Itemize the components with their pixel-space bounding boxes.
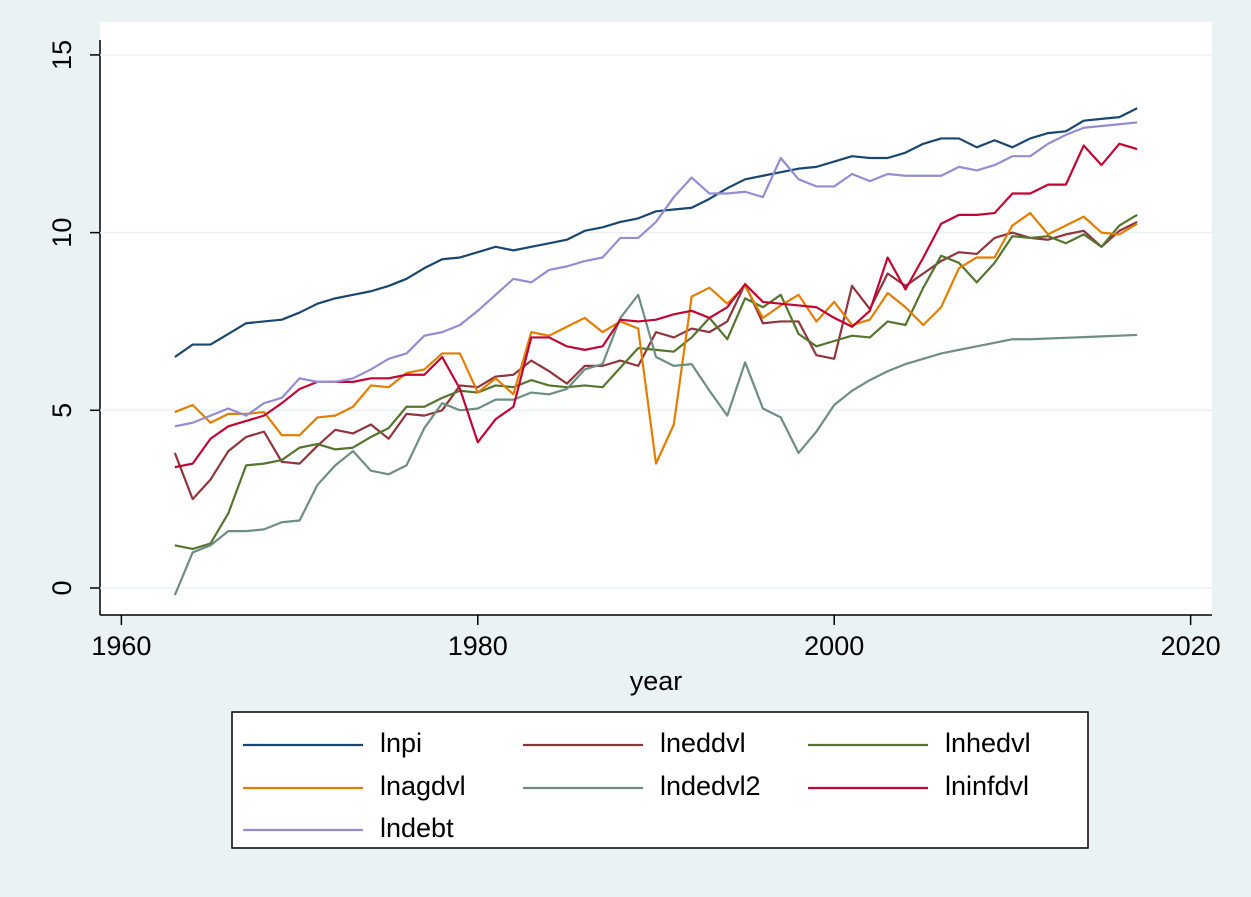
y-tick-label: 5 (47, 403, 77, 418)
x-axis-label: year (630, 666, 683, 696)
legend-label: lndedvl2 (660, 771, 761, 801)
legend-label: lnagdvl (380, 771, 466, 801)
y-tick-label: 0 (47, 580, 77, 595)
x-tick-label: 2000 (804, 631, 864, 661)
series-line (173, 220, 1138, 501)
series-line (174, 211, 1138, 465)
x-tick-label: 1960 (91, 631, 151, 661)
series-line (174, 121, 1138, 428)
legend-label: lneddvl (660, 728, 746, 758)
legend-label: lninfdvl (945, 771, 1029, 801)
series-line (173, 293, 1138, 596)
legend-label: lnpi (380, 728, 422, 758)
y-tick-label: 10 (47, 218, 77, 248)
series-line (174, 213, 1138, 550)
y-tick-label: 15 (47, 40, 77, 70)
x-tick-label: 2020 (1161, 631, 1221, 661)
series-line (174, 107, 1138, 358)
legend-label: lnhedvl (945, 728, 1031, 758)
plot-area (100, 22, 1212, 615)
x-tick-label: 1980 (448, 631, 508, 661)
legend (231, 711, 1089, 849)
legend-label: lndebt (380, 813, 454, 843)
